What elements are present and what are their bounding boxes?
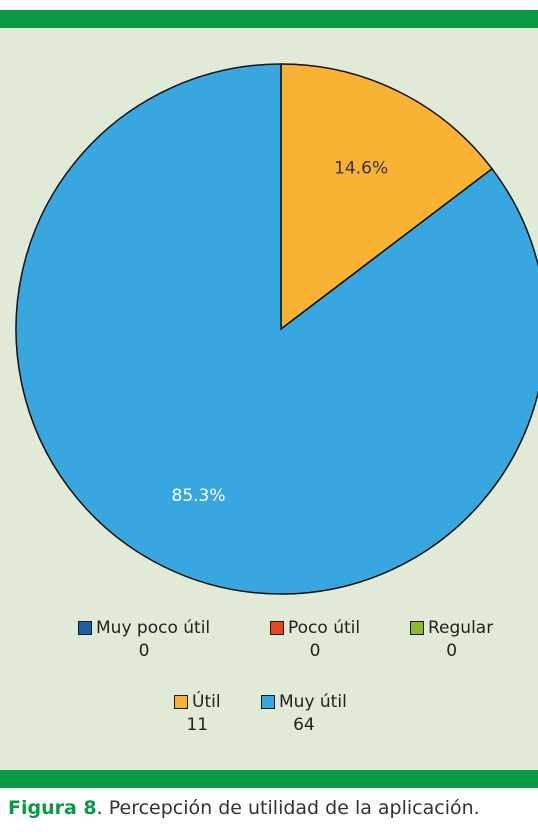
legend-label: Regular xyxy=(428,618,494,638)
legend-value: 11 xyxy=(186,715,209,735)
pie-chart: 14.6% 85.3% xyxy=(15,63,538,595)
pie-slice-muy-til xyxy=(15,63,538,595)
legend-value: 0 xyxy=(309,641,321,661)
legend-item-muy-util: Muy útil 64 xyxy=(261,692,347,735)
legend-swatch xyxy=(174,695,188,709)
figure-caption: Figura 8. Percepción de utilidad de la a… xyxy=(8,797,480,819)
pie-slice-label: 14.6% xyxy=(334,159,388,179)
pie-slices xyxy=(15,63,538,595)
caption-text: . Percepción de utilidad de la aplicació… xyxy=(96,797,480,819)
figure-number: Figura 8 xyxy=(8,797,97,819)
legend-swatch xyxy=(270,621,284,635)
pie-slice--til xyxy=(280,63,494,331)
legend-swatch xyxy=(261,695,275,709)
legend-label: Muy poco útil xyxy=(96,618,211,638)
legend-item-util: Útil 11 xyxy=(174,692,221,735)
pie-slice-label: 85.3% xyxy=(172,486,226,506)
bottom-accent-bar xyxy=(0,770,538,788)
legend-label: Poco útil xyxy=(288,618,361,638)
legend-swatch xyxy=(78,621,92,635)
legend-label: Útil xyxy=(192,692,221,712)
legend-item-regular: Regular 0 xyxy=(410,618,493,661)
top-accent-bar xyxy=(0,10,538,28)
legend-label: Muy útil xyxy=(279,692,347,712)
legend-item-muy-poco-util: Muy poco útil 0 xyxy=(78,618,210,661)
legend-swatch xyxy=(410,621,424,635)
legend-value: 0 xyxy=(446,641,458,661)
legend-item-poco-util: Poco útil 0 xyxy=(270,618,360,661)
pie-labels: 14.6% 85.3% xyxy=(172,159,389,507)
legend-value: 0 xyxy=(138,641,150,661)
legend-value: 64 xyxy=(293,715,315,735)
